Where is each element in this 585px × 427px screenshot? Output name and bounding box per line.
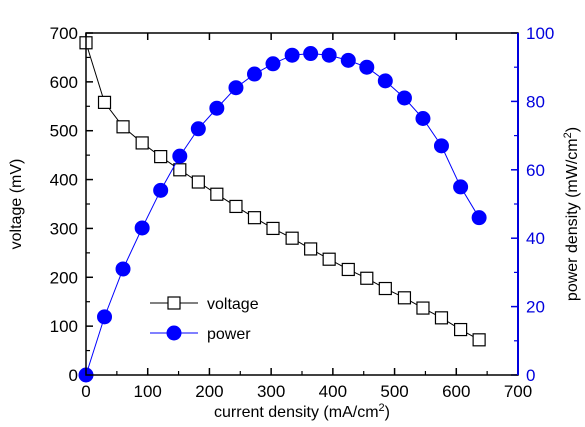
voltage-point xyxy=(173,163,187,177)
voltage-point xyxy=(154,150,168,164)
voltage-point xyxy=(304,242,318,256)
voltage-point xyxy=(341,262,355,277)
power-line xyxy=(85,53,480,376)
voltage-point xyxy=(116,120,130,134)
power-point xyxy=(321,47,337,63)
voltage-point xyxy=(434,311,449,325)
x-axis-title: current density (mA/cm2) xyxy=(214,402,390,421)
voltage-point xyxy=(454,322,468,337)
power-point xyxy=(433,138,449,154)
voltage-point xyxy=(378,281,392,296)
y-left-tick-label: 300 xyxy=(50,219,78,238)
voltage-point xyxy=(229,199,243,214)
y-right-axis-title: power density (mW/cm2) xyxy=(562,127,581,301)
x-tick-label: 300 xyxy=(257,382,285,401)
power-point xyxy=(134,220,150,236)
power-point xyxy=(246,66,262,82)
x-axis-title-sup: 2 xyxy=(379,402,385,414)
label-layer: 0 100 200 300 400 500 600 700010020030040050060… xyxy=(8,24,581,421)
y-right-tick-label: 60 xyxy=(526,161,545,180)
power-point xyxy=(190,121,206,137)
legend-marker-voltage xyxy=(167,296,181,310)
y-right-tick-label: 20 xyxy=(526,298,545,317)
legend-label-voltage: voltage xyxy=(207,296,259,313)
y-left-tick-label: 500 xyxy=(50,122,78,141)
power-point xyxy=(172,148,188,164)
y-left-tick-label: 100 xyxy=(50,317,78,336)
voltage-point xyxy=(191,175,205,189)
x-tick-label: 100 xyxy=(134,382,162,401)
y-right-axis-title-end: ) xyxy=(564,127,581,132)
y-left-axis-title: voltage (mV) xyxy=(8,159,25,250)
voltage-point xyxy=(97,95,112,109)
power-point xyxy=(453,179,469,195)
y-right-tick-label: 0 xyxy=(526,366,535,385)
y-left-tick-label: 600 xyxy=(50,73,78,92)
y-left-tick-label: 200 xyxy=(50,268,78,287)
y-left-tick-label: 400 xyxy=(50,171,78,190)
voltage-line xyxy=(85,42,480,341)
x-axis-title-end: ) xyxy=(385,404,390,421)
power-point xyxy=(228,80,244,96)
power-point xyxy=(340,52,356,68)
voltage-point xyxy=(266,221,280,236)
voltage-point xyxy=(322,252,336,266)
plot-frame xyxy=(85,32,519,376)
series-layer xyxy=(78,36,487,383)
power-point xyxy=(265,56,281,72)
voltage-point xyxy=(472,333,486,347)
x-tick-label: 0 xyxy=(81,382,90,401)
voltage-point xyxy=(397,291,412,305)
voltage-point xyxy=(247,211,262,225)
x-tick-label: 600 xyxy=(442,382,470,401)
y-left-tick-label: 700 xyxy=(50,24,78,43)
legend-label-power: power xyxy=(207,326,251,343)
power-point xyxy=(377,73,393,89)
voltage-point xyxy=(210,187,224,201)
tick-layer xyxy=(85,32,519,376)
y-right-tick-label: 40 xyxy=(526,229,545,248)
power-point xyxy=(359,59,375,75)
x-tick-label: 400 xyxy=(319,382,347,401)
voltage-point xyxy=(360,271,374,285)
power-point xyxy=(415,111,431,126)
y-right-tick-label: 100 xyxy=(526,24,554,43)
power-point xyxy=(284,47,300,63)
x-tick-label: 500 xyxy=(380,382,408,401)
voltage-point xyxy=(416,301,430,315)
x-tick-label: 200 xyxy=(195,382,223,401)
y-left-tick-label: 0 xyxy=(69,366,78,385)
power-point xyxy=(153,182,169,198)
power-point xyxy=(396,90,412,106)
power-point xyxy=(97,309,113,325)
x-tick-label: 700 xyxy=(504,382,532,401)
y-right-axis-title-sup: 2 xyxy=(562,132,574,138)
power-point xyxy=(115,261,131,277)
power-point xyxy=(471,210,487,226)
voltage-point xyxy=(135,136,149,150)
voltage-point xyxy=(285,231,299,245)
legend-marker-power xyxy=(166,325,182,341)
power-point xyxy=(209,100,225,116)
power-point xyxy=(303,46,319,62)
legend: voltage power xyxy=(150,296,259,343)
y-right-tick-label: 80 xyxy=(526,92,545,111)
